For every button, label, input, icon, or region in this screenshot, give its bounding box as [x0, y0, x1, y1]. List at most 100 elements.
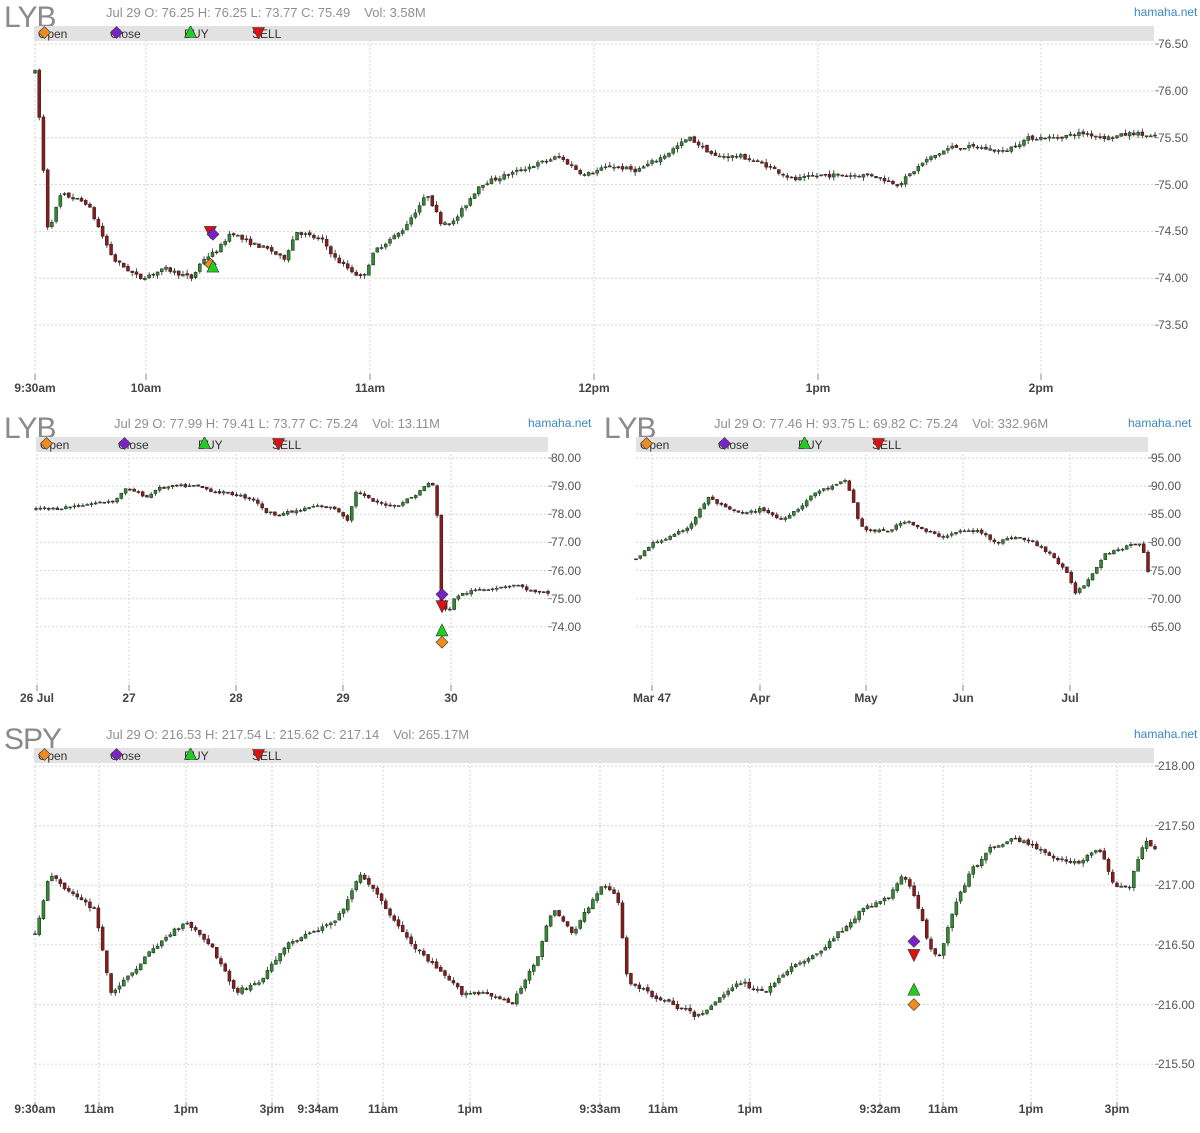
volume-text: Vol: 265.17M [393, 727, 470, 742]
candle [794, 962, 798, 969]
candle [1013, 535, 1018, 540]
candle [839, 481, 843, 485]
candle [243, 493, 247, 501]
candle [189, 273, 194, 282]
candle [434, 201, 439, 213]
candle [608, 161, 612, 168]
candle [265, 966, 270, 980]
candle [760, 160, 764, 164]
green-triangle-up-icon [184, 26, 197, 38]
candle [638, 555, 643, 560]
candle [1110, 869, 1115, 885]
candle [565, 158, 570, 165]
candle [493, 994, 498, 1000]
candle [945, 533, 950, 539]
candle [396, 505, 401, 507]
candle [50, 872, 54, 882]
candle [185, 269, 189, 279]
candle [1106, 135, 1111, 141]
purple-diamond-icon-shape [718, 437, 731, 450]
candle [346, 895, 350, 913]
candle [1146, 549, 1150, 574]
candle [975, 864, 980, 868]
candle [874, 176, 878, 179]
candle [861, 907, 866, 916]
red-triangle-down-icon [872, 438, 885, 450]
candle [409, 214, 413, 227]
xtick-label: 27 [122, 691, 136, 705]
candle [176, 927, 181, 932]
candle [1018, 141, 1022, 150]
candle [519, 985, 523, 995]
candle [100, 222, 105, 239]
ytick-label: 80.00 [551, 451, 582, 465]
candle [320, 923, 325, 934]
candle [41, 899, 46, 920]
candle [726, 152, 730, 162]
candle [878, 177, 883, 182]
candle [1095, 566, 1099, 575]
candle [489, 175, 494, 185]
candle [337, 254, 342, 264]
candle [624, 165, 629, 170]
candle [1102, 847, 1107, 860]
candle [815, 172, 819, 179]
candle [804, 498, 809, 509]
candle [247, 496, 252, 502]
candle [379, 244, 384, 250]
candle [113, 988, 118, 996]
candle [354, 880, 358, 892]
candle [274, 956, 278, 966]
candle [155, 943, 160, 950]
candle [954, 531, 958, 536]
candle [810, 171, 815, 177]
purple-diamond-icon-shape [118, 437, 131, 450]
candle [1022, 138, 1026, 148]
candle [979, 528, 984, 536]
ytick-label: 76.00 [1158, 83, 1189, 98]
candle [536, 160, 540, 170]
ytick-label: 73.50 [1158, 318, 1189, 333]
candle [747, 154, 752, 162]
candle [848, 172, 853, 180]
candle [745, 511, 749, 515]
candle [172, 268, 177, 276]
candle [231, 232, 236, 238]
candle [379, 500, 384, 506]
candle [248, 235, 253, 248]
candle [59, 508, 64, 511]
candle [157, 484, 162, 493]
candle [388, 907, 392, 918]
candle [506, 173, 511, 179]
candle [886, 897, 891, 901]
candle [832, 170, 836, 181]
legend-item-close: Close [110, 26, 141, 41]
ytick-label: 65.00 [1151, 619, 1182, 634]
candle [89, 501, 94, 508]
candle [693, 515, 698, 527]
candle [789, 962, 794, 975]
candle [781, 172, 785, 178]
candle [570, 161, 574, 169]
candle [1094, 135, 1098, 140]
candle [430, 957, 435, 965]
purple-diamond-icon [110, 748, 123, 761]
candle [443, 969, 447, 979]
candle [493, 175, 498, 182]
candle [1043, 137, 1047, 140]
candle [717, 153, 722, 158]
candle [1022, 839, 1026, 844]
red-triangle-down-icon [252, 27, 265, 39]
candle [864, 525, 869, 533]
candle [958, 890, 963, 904]
candle [422, 948, 426, 957]
candle [79, 894, 84, 901]
candle [117, 260, 122, 266]
candle [868, 528, 873, 533]
candle [130, 270, 134, 277]
candle [384, 898, 388, 910]
candle [540, 160, 544, 165]
brand-label: hamaha.net [1134, 727, 1198, 741]
candle [582, 908, 587, 923]
candle [98, 500, 102, 504]
